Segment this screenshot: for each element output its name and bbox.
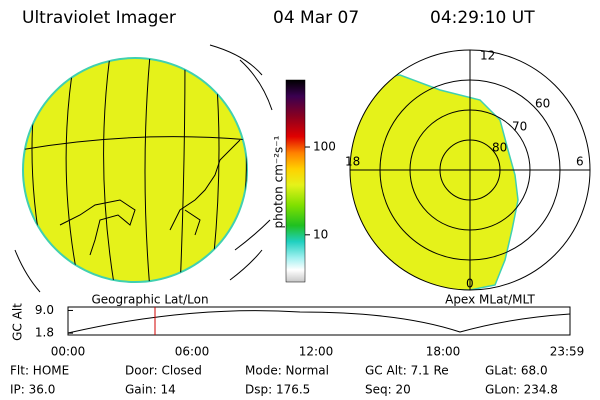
status-field: GLon: 234.8 xyxy=(485,383,558,397)
y-tick-label: 9.0 xyxy=(35,303,54,317)
status-field: Flt: HOME xyxy=(10,364,69,378)
status-field: Mode: Normal xyxy=(245,364,329,378)
status-field: Dsp: 176.5 xyxy=(245,383,310,397)
y-axis-label: GC Alt xyxy=(11,303,25,341)
panel-label: Geographic Lat/Lon xyxy=(91,293,208,307)
x-tick-label: 06:00 xyxy=(175,345,210,359)
time: 04:29:10 UT xyxy=(430,8,535,28)
mlt-label: 12 xyxy=(480,49,495,63)
x-tick-label: 00:00 xyxy=(51,345,86,359)
status-field: Door: Closed xyxy=(125,364,202,378)
colorbar-label: photon cm⁻²s⁻¹ xyxy=(272,135,286,228)
date: 04 Mar 07 xyxy=(273,8,359,28)
colorbar-tick-label: 100 xyxy=(313,140,336,154)
title: Ultraviolet Imager xyxy=(22,8,176,28)
status-field: Seq: 20 xyxy=(365,383,411,397)
status-field: GLat: 68.0 xyxy=(485,364,548,378)
mlat-label: 80 xyxy=(492,141,507,155)
mlt-label: 0 xyxy=(466,277,474,291)
y-tick-label: 1.8 xyxy=(35,326,54,340)
status-field: IP: 36.0 xyxy=(10,383,55,397)
x-tick-label: 18:00 xyxy=(426,345,461,359)
status-field: GC Alt: 7.1 Re xyxy=(365,364,449,378)
altitude-curve xyxy=(67,310,571,334)
x-tick-label: 12:00 xyxy=(299,345,334,359)
mlat-label: 60 xyxy=(535,97,550,111)
colorbar xyxy=(285,79,306,283)
polar-image xyxy=(349,49,591,291)
x-tick-label: 23:59 xyxy=(550,345,585,359)
mlat-label: 70 xyxy=(512,120,527,134)
panel-label: Apex MLat/MLT xyxy=(445,293,535,307)
colorbar-tick-label: 10 xyxy=(313,227,328,241)
altitude-frame xyxy=(67,306,571,336)
mlt-label: 6 xyxy=(576,155,584,169)
globe-image xyxy=(14,44,273,293)
status-field: Gain: 14 xyxy=(125,383,176,397)
mlt-label: 18 xyxy=(345,155,360,169)
